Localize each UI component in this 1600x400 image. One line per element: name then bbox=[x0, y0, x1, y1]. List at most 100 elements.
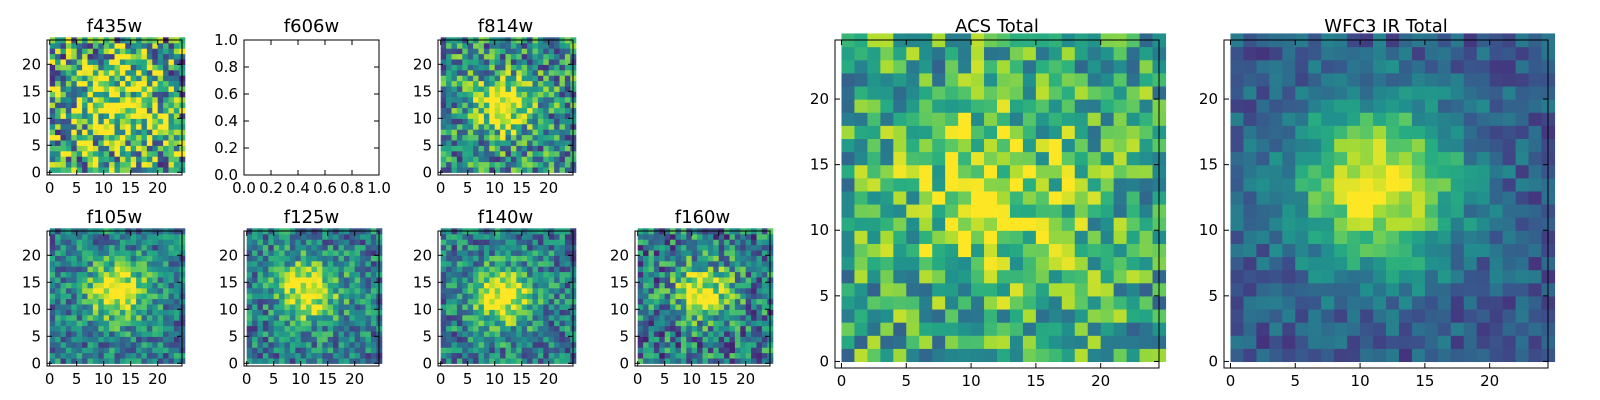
f160w-pixel bbox=[670, 298, 677, 305]
acs-total-pixel bbox=[880, 151, 894, 166]
f814w-pixel bbox=[516, 53, 523, 60]
acs-total-pixel bbox=[971, 190, 985, 205]
f814w-pixel bbox=[473, 134, 480, 141]
f435w-pixel bbox=[173, 129, 180, 136]
f105w-pixel bbox=[163, 276, 170, 283]
f435w-pixel bbox=[65, 145, 72, 152]
f435w-pixel bbox=[146, 129, 153, 136]
f105w-pixel bbox=[109, 357, 116, 364]
f140w-pixel bbox=[489, 336, 496, 343]
f140w-pixel bbox=[516, 336, 523, 343]
f140w-pixel bbox=[478, 271, 485, 278]
f105w-pixel bbox=[60, 293, 67, 300]
f125w-pixel bbox=[300, 282, 307, 289]
wfc3-ir-total-pixel bbox=[1515, 335, 1530, 349]
f435w-pixel bbox=[114, 145, 121, 152]
acs-total-pixel bbox=[997, 164, 1011, 179]
f160w-pixel bbox=[734, 347, 741, 354]
f435w-pixel bbox=[82, 91, 89, 98]
f105w-pixel bbox=[125, 266, 132, 273]
f814w-pixel bbox=[543, 102, 550, 109]
f160w-pixel bbox=[686, 239, 693, 246]
f125w-pixel bbox=[306, 233, 313, 240]
f105w-pixel bbox=[125, 357, 132, 364]
f435w-pixel bbox=[76, 53, 83, 60]
f435w-pixel bbox=[49, 112, 56, 119]
f160w-pixel bbox=[707, 249, 714, 256]
wfc3-ir-total-pixel bbox=[1347, 348, 1361, 363]
acs-total-pixel bbox=[893, 243, 907, 258]
f125w-pixel bbox=[349, 271, 356, 278]
f160w-pixel bbox=[724, 287, 731, 294]
f435w-pixel bbox=[173, 123, 180, 130]
f125w-pixel bbox=[289, 266, 296, 273]
f160w-pixel bbox=[653, 330, 660, 337]
f435w-pixel bbox=[136, 145, 143, 152]
f140w-xtick-label: 0 bbox=[436, 370, 446, 388]
f125w-pixel bbox=[279, 271, 286, 278]
f814w-pixel bbox=[451, 102, 458, 109]
wfc3-ir-total-pixel bbox=[1282, 230, 1296, 244]
f435w-pixel bbox=[119, 123, 126, 130]
f125w-pixel bbox=[284, 293, 291, 300]
acs-total-pixel bbox=[893, 282, 907, 297]
f140w-pixel bbox=[543, 266, 550, 273]
acs-total-pixel bbox=[854, 204, 868, 218]
f125w-pixel bbox=[262, 244, 269, 251]
acs-total-pixel bbox=[906, 348, 920, 363]
f814w-pixel bbox=[527, 134, 534, 141]
f105w-pixel bbox=[141, 266, 148, 273]
f125w-pixel bbox=[327, 249, 334, 256]
wfc3-ir-total-pixel bbox=[1502, 295, 1517, 310]
f125w-pixel bbox=[343, 239, 350, 246]
f435w-pixel bbox=[103, 156, 110, 163]
f814w-pixel bbox=[451, 53, 458, 60]
f125w-pixel bbox=[322, 244, 329, 251]
f160w-pixel bbox=[637, 260, 644, 267]
f140w-pixel bbox=[554, 352, 561, 359]
f160w-pixel bbox=[648, 266, 655, 273]
f105w-pixel bbox=[146, 255, 153, 262]
f140w-pixel bbox=[446, 282, 453, 289]
f160w-pixel bbox=[729, 336, 736, 343]
f435w-pixel bbox=[87, 75, 94, 82]
f125w-pixel bbox=[268, 249, 275, 256]
acs-total-pixel bbox=[932, 348, 946, 363]
f160w-pixel bbox=[675, 309, 682, 316]
f125w-pixel bbox=[338, 244, 345, 251]
f435w-pixel bbox=[114, 80, 121, 87]
f160w-pixel bbox=[659, 347, 666, 354]
f140w-pixel bbox=[446, 287, 453, 294]
f140w-pixel bbox=[467, 336, 474, 343]
acs-total-pixel bbox=[880, 348, 894, 363]
acs-total-pixel bbox=[945, 217, 959, 231]
f160w-pixel bbox=[761, 303, 768, 310]
f160w-axes-frame bbox=[634, 230, 771, 367]
f814w-pixel bbox=[446, 156, 453, 163]
acs-total-ytick-label: 15 bbox=[810, 156, 829, 174]
f125w-pixel bbox=[370, 233, 377, 240]
wfc3-ir-total-pixel bbox=[1398, 243, 1413, 258]
f140w-pixel bbox=[510, 260, 517, 267]
f814w-pixel bbox=[559, 75, 566, 82]
f435w-pixel bbox=[60, 102, 67, 109]
f435w-pixel bbox=[55, 134, 62, 141]
f435w-pixel bbox=[109, 139, 116, 146]
f160w-pixel bbox=[648, 260, 655, 267]
f125w-pixel bbox=[268, 357, 275, 364]
f814w-pixel bbox=[543, 112, 550, 119]
f105w-pixel bbox=[168, 303, 175, 310]
f814w-pixel bbox=[494, 139, 501, 146]
acs-total-pixel bbox=[867, 322, 881, 336]
f814w-pixel bbox=[462, 129, 469, 136]
f435w-pixel bbox=[82, 123, 89, 130]
f105w-pixel bbox=[55, 276, 62, 283]
f105w-pixel bbox=[173, 352, 180, 359]
f140w-pixel bbox=[527, 282, 534, 289]
f814w-pixel bbox=[548, 48, 555, 55]
f125w-pixel bbox=[343, 266, 350, 273]
acs-total-pixel bbox=[1009, 217, 1024, 231]
f435w-pixel bbox=[76, 134, 83, 141]
f140w-pixel bbox=[564, 287, 571, 294]
acs-total-pixel bbox=[854, 99, 868, 113]
